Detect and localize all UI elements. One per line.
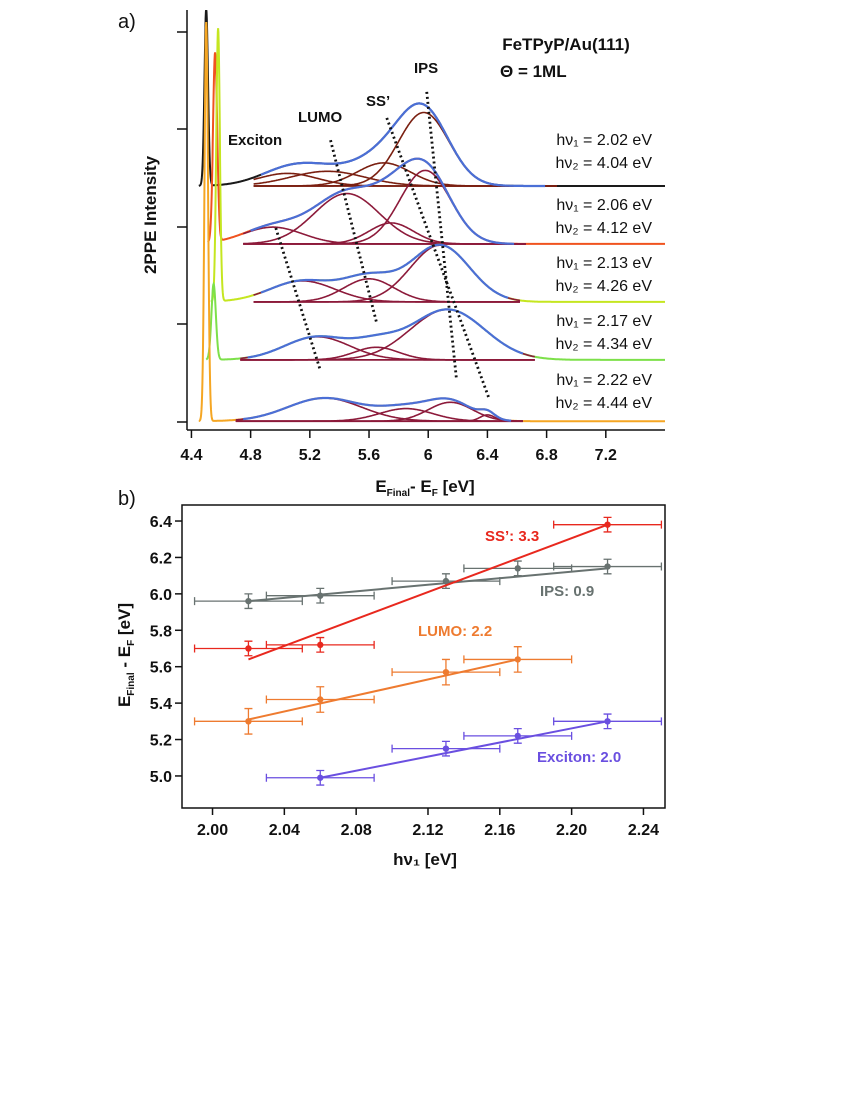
data-point <box>245 718 252 725</box>
fit-label: SS’: 3.3 <box>485 528 539 545</box>
x-tick-label: 2.16 <box>484 822 515 839</box>
peak-label: SS’ <box>366 93 390 110</box>
legend-label: hν₁ = 2.06 eV <box>556 197 652 214</box>
peak-label: IPS <box>414 60 438 77</box>
fit-line <box>320 720 608 779</box>
legend-label: hν₁ = 2.17 eV <box>556 313 652 330</box>
y-tick-label: 5.4 <box>150 696 172 713</box>
data-point <box>245 597 252 605</box>
y-tick-label: 6.2 <box>150 550 172 567</box>
x-tick-label: 7.2 <box>595 447 617 464</box>
x-axis-label-sub: Final <box>387 488 411 499</box>
x-tick-label: 5.2 <box>299 447 321 464</box>
data-point <box>442 577 450 585</box>
legend-label: hν₁ = 2.13 eV <box>556 255 652 272</box>
guide-line <box>385 117 491 399</box>
data-point <box>604 521 611 528</box>
x-axis-label-part: [eV] <box>438 477 475 496</box>
y-tick-label: 6.4 <box>150 514 172 531</box>
data-point <box>317 592 324 599</box>
x-tick-label: 4.8 <box>240 447 262 464</box>
fit-label: Exciton: 2.0 <box>537 749 621 766</box>
x-axis-label: hν₁ [eV] <box>393 850 457 869</box>
fit-sum <box>247 308 524 359</box>
peak-label: LUMO <box>298 109 342 126</box>
legend-label: hν₂ = 4.44 eV <box>556 395 653 412</box>
fit-sum <box>250 157 515 245</box>
y-axis-label-part: E <box>115 696 134 707</box>
x-axis-label-part: - E <box>410 477 432 496</box>
data-point <box>514 656 521 663</box>
x-axis-label: EFinal- EF [eV] <box>375 477 474 499</box>
y-axis-label: EFinal - EF [eV] <box>115 603 137 707</box>
x-tick-label: 2.12 <box>412 822 443 839</box>
data-point <box>442 668 450 676</box>
data-point <box>514 732 521 740</box>
legend-label: hν₂ = 4.04 eV <box>556 155 653 172</box>
y-axis-label-sub: Final <box>126 672 137 696</box>
fit-label: LUMO: 2.2 <box>418 623 492 640</box>
y-axis-label-part: - E <box>115 646 134 672</box>
legend-label: hν₂ = 4.34 eV <box>556 336 653 353</box>
x-tick-label: 6.4 <box>476 447 498 464</box>
guide-line <box>274 227 322 371</box>
x-tick-label: 6 <box>424 447 433 464</box>
fit-line <box>248 658 518 721</box>
data-point <box>442 745 450 752</box>
data-point <box>604 718 611 725</box>
y-axis-label-sub: F <box>126 640 137 646</box>
plot-frame <box>181 504 666 809</box>
x-tick-label: 2.00 <box>197 822 228 839</box>
guide-line <box>425 91 458 379</box>
legend-label: hν₂ = 4.26 eV <box>556 278 653 295</box>
x-tick-label: 2.04 <box>269 822 300 839</box>
x-tick-label: 2.08 <box>341 822 372 839</box>
y-axis-label: 2PPE Intensity <box>141 155 160 274</box>
y-tick-label: 5.0 <box>150 769 172 786</box>
fit-component <box>253 244 521 303</box>
fit-label: IPS: 0.9 <box>540 583 594 600</box>
data-point <box>317 641 324 649</box>
chart-title: FeTPyP/Au(111) <box>502 35 630 54</box>
data-point <box>514 565 521 572</box>
x-tick-label: 6.8 <box>535 447 557 464</box>
legend-label: hν₁ = 2.02 eV <box>556 132 652 149</box>
fit-sum <box>243 396 512 422</box>
legend-label: hν₁ = 2.22 eV <box>556 372 652 389</box>
fit-line <box>248 523 608 661</box>
x-tick-label: 2.20 <box>556 822 587 839</box>
fit-sum <box>260 243 509 299</box>
panel-label: b) <box>118 488 136 510</box>
x-tick-label: 5.6 <box>358 447 380 464</box>
data-point <box>317 774 324 781</box>
x-axis-label-sub: F <box>432 488 438 499</box>
fit-component <box>243 222 526 245</box>
y-axis-label-part: [eV] <box>115 603 134 640</box>
y-tick-label: 5.8 <box>150 623 172 640</box>
chart-subtitle: Θ = 1ML <box>500 62 567 81</box>
x-tick-label: 4.4 <box>180 447 202 464</box>
legend-label: hν₂ = 4.12 eV <box>556 220 653 237</box>
guide-line <box>329 139 378 323</box>
fit-component <box>243 192 526 245</box>
data-point <box>245 645 252 652</box>
x-axis-label-part: E <box>375 477 386 496</box>
data-point <box>604 563 611 570</box>
panel-label: a) <box>118 11 136 33</box>
fit-component <box>235 414 523 422</box>
peak-label: Exciton <box>228 132 282 149</box>
y-tick-label: 5.6 <box>150 660 172 677</box>
y-tick-label: 6.0 <box>150 587 172 604</box>
y-axis-decor <box>177 10 665 431</box>
fit-sum <box>260 102 546 188</box>
plot-area <box>198 10 665 423</box>
x-tick-label: 2.24 <box>628 822 659 839</box>
y-tick-label: 5.2 <box>150 733 172 750</box>
data-point <box>317 696 324 703</box>
